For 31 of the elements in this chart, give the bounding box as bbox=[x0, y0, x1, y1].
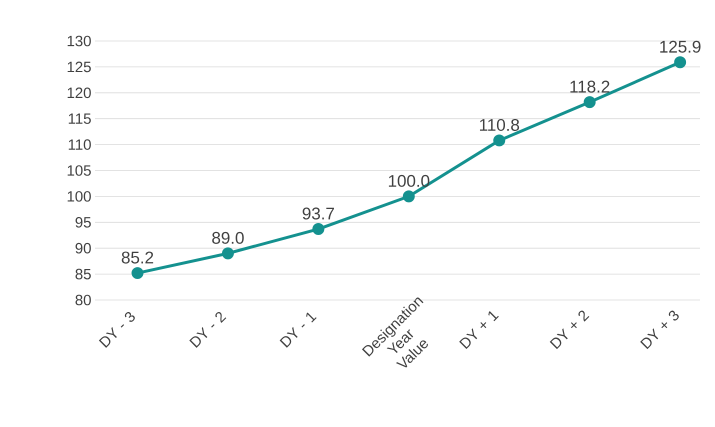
y-tick-label: 110 bbox=[68, 139, 91, 150]
x-tick-label: DY + 2 bbox=[550, 310, 590, 350]
point bbox=[312, 223, 324, 236]
y-tick-label: 130 bbox=[68, 36, 91, 46]
y-tick-label: 115 bbox=[68, 113, 91, 124]
point bbox=[584, 96, 596, 108]
x-tick-label: DY + 1 bbox=[459, 311, 499, 350]
x-tick-label: DY - 2 bbox=[189, 312, 226, 348]
y-tick-label: 80 bbox=[76, 294, 91, 306]
point bbox=[493, 134, 506, 146]
y-tick-label: 95 bbox=[76, 217, 91, 228]
y-tick-label: 105 bbox=[68, 165, 91, 176]
y-tick-label: 85 bbox=[76, 268, 91, 280]
point bbox=[222, 247, 234, 260]
data-label: 93.7 bbox=[302, 208, 334, 220]
point bbox=[402, 190, 415, 202]
x-tick-label: DY - 3 bbox=[98, 312, 135, 348]
x-tick-label: DY - 1 bbox=[280, 312, 317, 348]
y-tick-label: 120 bbox=[68, 88, 91, 98]
data-label: 100.0 bbox=[388, 174, 430, 187]
data-label: 110.8 bbox=[480, 118, 520, 131]
point bbox=[674, 56, 686, 68]
y-tick-label: 100 bbox=[68, 191, 91, 202]
x-tick-label: DY + 3 bbox=[640, 310, 679, 350]
data-label: 125.9 bbox=[660, 40, 701, 53]
y-tick-label: 90 bbox=[76, 242, 91, 254]
y-tick-label: 125 bbox=[68, 62, 91, 72]
point bbox=[132, 267, 144, 280]
data-label: 89.0 bbox=[212, 232, 244, 244]
data-label: 118.2 bbox=[570, 80, 610, 93]
data-label: 85.2 bbox=[122, 252, 154, 264]
